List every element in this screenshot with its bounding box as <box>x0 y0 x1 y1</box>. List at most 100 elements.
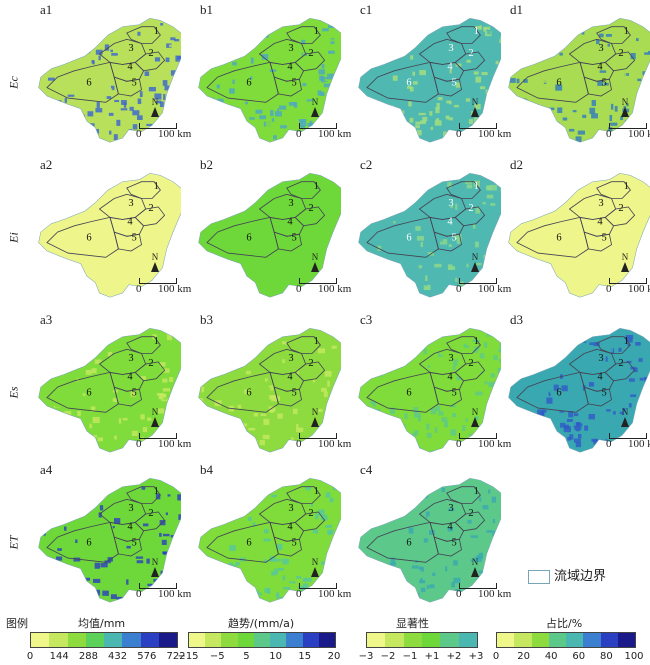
scale-zero-label: 0 <box>456 588 462 600</box>
colorbar-tick-label: 722 <box>166 651 186 662</box>
sub-basin-boundary <box>286 486 321 504</box>
colorbar-tick-label: 5 <box>243 651 250 662</box>
basin-outline <box>198 478 341 603</box>
colorbar-tick-label: 60 <box>572 651 586 662</box>
panel-label-a1: a1 <box>40 2 53 17</box>
basin-label-1: 1 <box>474 336 479 347</box>
sub-basin-boundary <box>286 26 321 44</box>
scale-distance-label: 100 km <box>318 588 352 600</box>
colorbar-cell <box>205 633 222 647</box>
colorbar-cell <box>458 633 477 647</box>
north-arrow-shape <box>621 417 629 427</box>
north-arrow-shape <box>471 262 479 272</box>
scale-distance-label: 100 km <box>628 283 650 295</box>
scale-distance-label: 100 km <box>478 588 512 600</box>
basin-outline <box>38 328 181 453</box>
sub-basin-boundary <box>126 486 161 504</box>
basin-label-1: 1 <box>314 26 319 37</box>
scale-bar-line <box>459 278 497 284</box>
basin-label-6: 6 <box>246 78 251 89</box>
basin-label-4: 4 <box>127 522 133 533</box>
basin-label-6: 6 <box>556 78 561 89</box>
basin-label-5: 5 <box>292 78 297 89</box>
map-panel-c1: 1 2 3 4 5 6 c1 N 0 100 km <box>346 2 511 152</box>
colorbar-cell <box>548 633 566 647</box>
sub-basin-boundary <box>126 26 161 44</box>
colorbar-tick-label: 10 <box>269 651 282 662</box>
colorbar-tick-label: 15 <box>298 651 312 662</box>
colorbar-cell <box>253 633 271 647</box>
map-panel-d3: 12 3 4 5 6 d3 N 0 100 km <box>496 312 650 462</box>
basin-fill <box>508 328 650 453</box>
panel-label-c1: c1 <box>360 2 373 17</box>
basin-label-3: 3 <box>288 43 293 54</box>
basin-label-6: 6 <box>86 78 91 89</box>
north-arrow-shape <box>471 417 479 427</box>
sub-basin-boundary <box>206 61 279 103</box>
basin-label-6: 6 <box>406 388 411 399</box>
scale-bar-line <box>299 123 337 129</box>
basin-label-2: 2 <box>308 48 313 59</box>
north-arrow-shape <box>311 417 319 427</box>
colorbar-cell <box>189 633 206 647</box>
basin-map-a2: 12 3 4 5 6 <box>38 173 181 298</box>
scale-distance-label: 100 km <box>478 283 512 295</box>
sub-basin-boundary <box>206 521 279 563</box>
basin-outline <box>508 18 650 143</box>
colorbar-cell <box>31 633 50 647</box>
sub-basin-boundary <box>366 216 439 258</box>
basin-label-2: 2 <box>308 203 313 214</box>
sub-basin-boundary <box>516 371 589 413</box>
north-arrow-icon: N <box>470 98 480 117</box>
basin-label-5: 5 <box>602 388 607 399</box>
sub-basin-boundary <box>596 26 631 44</box>
north-label: N <box>311 557 319 567</box>
north-label: N <box>311 407 319 417</box>
colorbar-tick-label: 432 <box>108 651 128 662</box>
sub-basin-boundary <box>366 61 439 103</box>
basin-label-3: 3 <box>128 198 133 209</box>
basin-map-a4: 12 3 4 5 6 <box>38 478 181 603</box>
colorbar-tick-label: 576 <box>137 651 157 662</box>
basin-label-4: 4 <box>127 372 133 383</box>
scale-zero-label: 0 <box>606 283 612 295</box>
north-arrow-shape <box>621 262 629 272</box>
north-arrow-icon: N <box>150 408 160 427</box>
row-label-ei: Ei <box>6 232 21 243</box>
colorbar-cell <box>600 633 618 647</box>
basin-label-6: 6 <box>406 78 411 89</box>
colorbar-cell <box>104 633 123 647</box>
basin-label-2: 2 <box>308 358 313 369</box>
basin-label-3: 3 <box>598 198 603 209</box>
basin-label-3: 3 <box>288 198 293 209</box>
map-panel-a2: 1 2 3 4 5 6 a2 N 0 100 km <box>26 157 191 307</box>
north-arrow-icon: N <box>620 98 630 117</box>
scale-bar-line <box>609 123 647 129</box>
panel-label-b4: b4 <box>200 462 213 477</box>
basin-map-b1: 12 3 4 5 6 <box>198 18 341 143</box>
map-panel-c3: 1 2 3 4 5 6 c3 N 0 100 km <box>346 312 511 462</box>
basin-label-3: 3 <box>598 43 603 54</box>
north-arrow-shape <box>471 107 479 117</box>
basin-label-5: 5 <box>452 538 457 549</box>
colorbar-cell <box>140 633 159 647</box>
sub-basin-boundary <box>126 181 161 199</box>
basin-map-b4: 12 3 4 5 6 <box>198 478 341 603</box>
basin-outline <box>198 328 341 453</box>
north-arrow-icon: N <box>310 253 320 272</box>
basin-label-1: 1 <box>154 26 159 37</box>
colorbar-cell <box>122 633 141 647</box>
colorbar-tick-label: 144 <box>49 651 69 662</box>
basin-label-4: 4 <box>597 372 603 383</box>
north-arrow-shape <box>151 262 159 272</box>
north-label: N <box>151 97 159 107</box>
panel-label-d2: d2 <box>510 157 523 172</box>
scale-zero-label: 0 <box>136 128 142 140</box>
panel-label-b2: b2 <box>200 157 213 172</box>
scale-distance-label: 100 km <box>478 128 512 140</box>
basin-label-1: 1 <box>154 486 159 497</box>
basin-label-1: 1 <box>314 486 319 497</box>
colorbar-cell <box>158 633 177 647</box>
basin-outline <box>358 328 501 453</box>
basin-map-d1: 12 3 4 5 6 <box>508 18 650 143</box>
